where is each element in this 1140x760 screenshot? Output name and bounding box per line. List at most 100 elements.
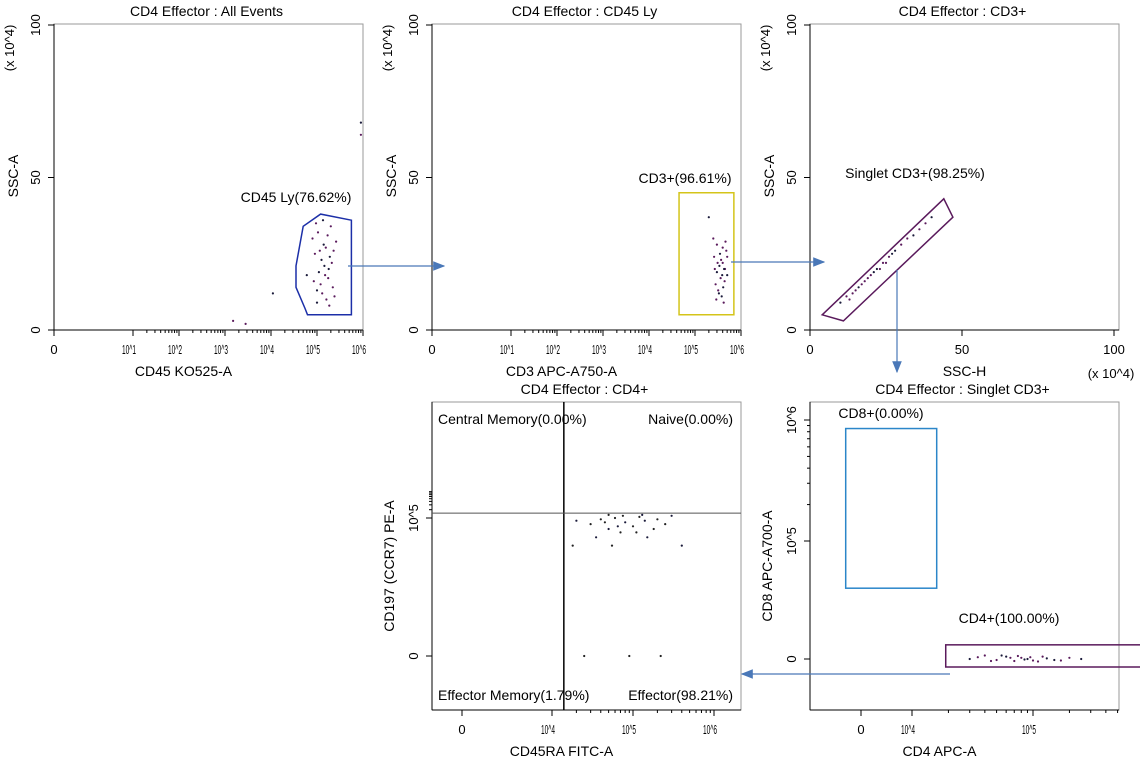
p3-title: CD4 Effector : CD3+: [899, 3, 1027, 19]
p1-event-point: [333, 295, 336, 298]
p5-event-point: [1068, 656, 1071, 659]
p5-title: CD4 Effector : Singlet CD3+: [875, 381, 1049, 397]
p4-event-point: [628, 654, 631, 658]
p1-event-point: [330, 261, 333, 264]
p3-event-point: [887, 255, 891, 258]
p4-x-tick-label: 10^4: [541, 722, 555, 737]
p4-event-point: [643, 519, 646, 522]
p3-event-point: [912, 234, 915, 237]
p2-event-point: [721, 261, 724, 264]
p5-event-point: [1036, 660, 1040, 663]
p3-y-tick-label: 100: [784, 14, 799, 36]
p1-event-point: [316, 231, 320, 234]
p1-event-point: [315, 301, 319, 304]
p2-y-tick-label: 50: [406, 170, 421, 184]
p2-event-point: [712, 237, 715, 240]
p3-gate[interactable]: [820, 197, 954, 322]
p4-quadrant-bottom-left: Effector Memory(1.79%): [438, 687, 589, 703]
p1-x-tick-label: 10^2: [168, 342, 182, 357]
p4-event-point: [616, 525, 619, 528]
p2-event-point: [721, 274, 724, 277]
p1-event-point: [332, 249, 335, 252]
p4-y-tick-label: 0: [406, 652, 421, 659]
p2-gate-label: CD3+(96.61%): [639, 170, 732, 186]
p4-event-point: [621, 514, 625, 517]
p5-event-point: [1080, 657, 1083, 661]
p1-event-point: [312, 280, 315, 283]
p3-x-label: SSC-H: [943, 363, 987, 379]
p2-event-point: [720, 258, 723, 261]
p1-event-point: [327, 267, 330, 271]
p3-event-point: [918, 228, 921, 231]
p1-event-point: [311, 237, 314, 240]
p3-event-point: [875, 267, 879, 271]
p5-y-tick-label: 10^5: [784, 527, 799, 555]
p3-event-point: [881, 261, 885, 264]
p2-x-tick-label: 10^5: [684, 342, 698, 357]
p1-event-point: [315, 289, 319, 292]
p3-gate-label: Singlet CD3+(98.25%): [845, 165, 985, 181]
p5-gate[interactable]: [944, 644, 1140, 668]
p1-x-tick-label: 10^5: [306, 342, 320, 357]
p5-event-point: [1053, 658, 1056, 662]
p2-event-point: [715, 243, 719, 246]
p3-y-tick-label: 50: [784, 170, 799, 184]
p4-event-point: [638, 515, 641, 519]
p5-event-point: [1005, 655, 1008, 658]
p2-event-point: [719, 277, 722, 280]
p2-event-point: [718, 252, 722, 255]
p5-gate[interactable]: [844, 427, 938, 589]
p3-x-multiplier: (x 10^4): [1088, 366, 1135, 381]
p5-x-tick-label: 10^5: [1022, 722, 1036, 737]
p4-event-point: [595, 536, 598, 539]
p1-event-point: [335, 240, 338, 243]
p4-event-point: [652, 527, 655, 531]
p4-x-tick-label: 0: [458, 722, 465, 737]
p2-event-point: [717, 289, 720, 292]
p1-event-point: [317, 271, 320, 274]
p3-event-point: [869, 274, 872, 277]
p2-event-point: [722, 301, 725, 304]
p1-x-tick-label: 10^3: [214, 342, 228, 357]
p1-x-tick-label: 10^4: [260, 342, 274, 357]
p4-event-point: [680, 544, 683, 547]
p1-event-point: [318, 249, 321, 252]
p1-event-point: [328, 304, 331, 307]
p2-event-point: [726, 255, 729, 258]
p3-event-point: [878, 267, 882, 271]
p1-gate[interactable]: [295, 213, 353, 316]
p2-event-point: [717, 292, 721, 295]
p3-event-point: [906, 237, 909, 240]
p5-event-point: [1059, 659, 1062, 662]
p4-quadrant-bottom-right: Effector(98.21%): [628, 687, 733, 703]
p3-y-label: SSC-A: [761, 154, 777, 197]
p5-event-point: [1029, 656, 1032, 659]
p1-event-point: [322, 243, 325, 246]
p2-gate[interactable]: [678, 192, 735, 316]
p4-event-point: [646, 536, 649, 539]
p3-event-point: [857, 286, 860, 289]
p2-x-label: CD3 APC-A750-A: [506, 363, 618, 379]
p4-event-point: [664, 523, 667, 526]
p5-y-label: CD8 APC-A700-A: [759, 510, 775, 622]
p4-event-point: [603, 521, 607, 524]
p4-event-point: [589, 523, 592, 526]
p2-event-point: [723, 280, 726, 283]
p2-event-point: [720, 295, 723, 298]
p5-x-tick-label: 0: [857, 722, 864, 737]
p2-event-point: [714, 283, 717, 286]
p5-event-point: [968, 657, 971, 661]
p3-event-point: [900, 243, 903, 246]
p1-event-point: [359, 133, 362, 136]
p4-x-tick-label: 10^5: [622, 722, 636, 737]
p1-x-tick-label: 10^1: [122, 342, 136, 357]
p3-event-point: [863, 280, 866, 283]
p1-event-point: [329, 225, 332, 228]
p5-event-point: [983, 654, 986, 657]
p5-event-point: [995, 658, 998, 662]
p4-y-label: CD197 (CCR7) PE-A: [381, 500, 397, 632]
p2-y-label: SSC-A: [383, 154, 399, 197]
p3-x-tick-label: 100: [1103, 342, 1125, 357]
p2-event-point: [713, 267, 716, 271]
p2-event-point: [718, 264, 721, 267]
